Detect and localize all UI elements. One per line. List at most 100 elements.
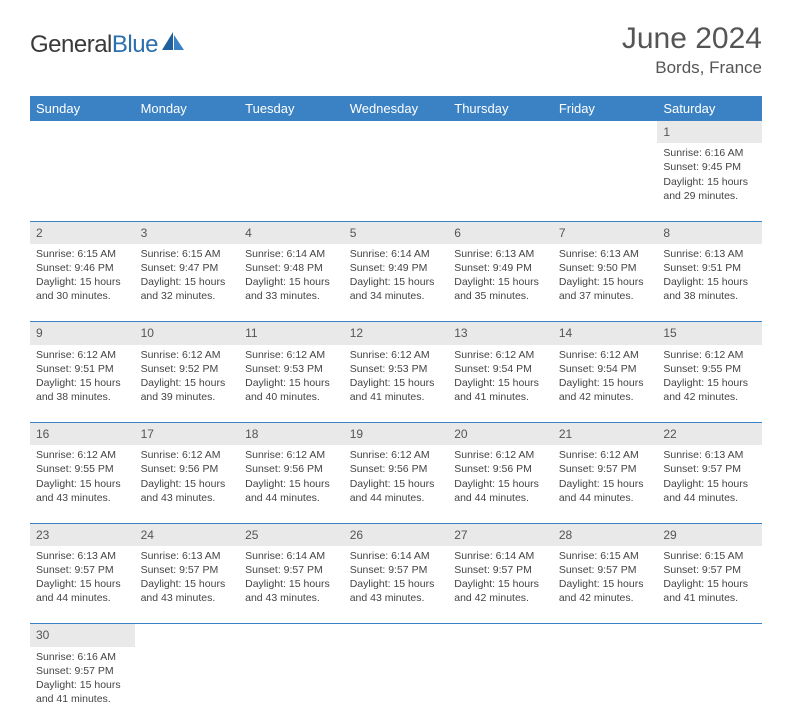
day-detail-cell <box>553 647 658 725</box>
day-detail-cell <box>239 143 344 221</box>
header: GeneralBlue June 2024 Bords, France <box>30 22 762 78</box>
day-number-cell <box>239 624 344 647</box>
daylight-text: Daylight: 15 hours and 33 minutes. <box>245 275 338 303</box>
sunset-text: Sunset: 9:54 PM <box>559 362 652 376</box>
daylight-text: Daylight: 15 hours and 41 minutes. <box>454 376 547 404</box>
day-number-cell: 2 <box>30 221 135 244</box>
sunrise-text: Sunrise: 6:13 AM <box>454 247 547 261</box>
day-number-cell: 14 <box>553 322 658 345</box>
sunrise-text: Sunrise: 6:12 AM <box>141 448 234 462</box>
day-detail-cell: Sunrise: 6:12 AMSunset: 9:55 PMDaylight:… <box>657 345 762 423</box>
day-detail-cell: Sunrise: 6:13 AMSunset: 9:57 PMDaylight:… <box>135 546 240 624</box>
sunset-text: Sunset: 9:46 PM <box>36 261 129 275</box>
sunrise-text: Sunrise: 6:14 AM <box>245 549 338 563</box>
sunrise-text: Sunrise: 6:13 AM <box>663 448 756 462</box>
daylight-text: Daylight: 15 hours and 38 minutes. <box>663 275 756 303</box>
day-detail-cell: Sunrise: 6:12 AMSunset: 9:56 PMDaylight:… <box>135 445 240 523</box>
day-number-cell: 18 <box>239 423 344 446</box>
day-detail-cell: Sunrise: 6:14 AMSunset: 9:48 PMDaylight:… <box>239 244 344 322</box>
sunrise-text: Sunrise: 6:12 AM <box>36 448 129 462</box>
sunrise-text: Sunrise: 6:12 AM <box>663 348 756 362</box>
day-number-cell <box>30 121 135 143</box>
sunset-text: Sunset: 9:45 PM <box>663 160 756 174</box>
daylight-text: Daylight: 15 hours and 43 minutes. <box>36 477 129 505</box>
daylight-text: Daylight: 15 hours and 42 minutes. <box>454 577 547 605</box>
day-detail-cell: Sunrise: 6:14 AMSunset: 9:49 PMDaylight:… <box>344 244 449 322</box>
sunrise-text: Sunrise: 6:15 AM <box>559 549 652 563</box>
sunrise-text: Sunrise: 6:14 AM <box>454 549 547 563</box>
day-number-cell: 1 <box>657 121 762 143</box>
sunrise-text: Sunrise: 6:15 AM <box>36 247 129 261</box>
day-number-cell: 23 <box>30 523 135 546</box>
daylight-text: Daylight: 15 hours and 34 minutes. <box>350 275 443 303</box>
weekday-header: Wednesday <box>344 96 449 121</box>
day-detail-cell: Sunrise: 6:12 AMSunset: 9:51 PMDaylight:… <box>30 345 135 423</box>
day-detail-cell: Sunrise: 6:12 AMSunset: 9:53 PMDaylight:… <box>239 345 344 423</box>
sunrise-text: Sunrise: 6:12 AM <box>454 448 547 462</box>
day-detail-cell: Sunrise: 6:14 AMSunset: 9:57 PMDaylight:… <box>344 546 449 624</box>
day-detail-cell: Sunrise: 6:16 AMSunset: 9:57 PMDaylight:… <box>30 647 135 725</box>
day-detail-cell: Sunrise: 6:13 AMSunset: 9:50 PMDaylight:… <box>553 244 658 322</box>
day-number-cell: 22 <box>657 423 762 446</box>
sunset-text: Sunset: 9:47 PM <box>141 261 234 275</box>
day-detail-cell: Sunrise: 6:12 AMSunset: 9:54 PMDaylight:… <box>553 345 658 423</box>
sunset-text: Sunset: 9:57 PM <box>559 563 652 577</box>
weekday-header: Tuesday <box>239 96 344 121</box>
sunrise-text: Sunrise: 6:13 AM <box>559 247 652 261</box>
day-detail-cell <box>657 647 762 725</box>
day-detail-cell <box>553 143 658 221</box>
daylight-text: Daylight: 15 hours and 29 minutes. <box>663 175 756 203</box>
weekday-header: Saturday <box>657 96 762 121</box>
sunset-text: Sunset: 9:49 PM <box>454 261 547 275</box>
day-detail-cell <box>344 143 449 221</box>
brand-name-1: General <box>30 31 112 58</box>
day-detail-cell: Sunrise: 6:12 AMSunset: 9:54 PMDaylight:… <box>448 345 553 423</box>
sunrise-text: Sunrise: 6:16 AM <box>36 650 129 664</box>
sunset-text: Sunset: 9:57 PM <box>141 563 234 577</box>
sunset-text: Sunset: 9:51 PM <box>663 261 756 275</box>
daynum-row: 16171819202122 <box>30 423 762 446</box>
sunrise-text: Sunrise: 6:14 AM <box>350 247 443 261</box>
sunset-text: Sunset: 9:55 PM <box>36 462 129 476</box>
sunrise-text: Sunrise: 6:14 AM <box>350 549 443 563</box>
daylight-text: Daylight: 15 hours and 37 minutes. <box>559 275 652 303</box>
sunrise-text: Sunrise: 6:13 AM <box>36 549 129 563</box>
sunset-text: Sunset: 9:49 PM <box>350 261 443 275</box>
sunrise-text: Sunrise: 6:13 AM <box>663 247 756 261</box>
daylight-text: Daylight: 15 hours and 44 minutes. <box>350 477 443 505</box>
day-number-cell <box>344 624 449 647</box>
details-row: Sunrise: 6:16 AMSunset: 9:45 PMDaylight:… <box>30 143 762 221</box>
sunset-text: Sunset: 9:48 PM <box>245 261 338 275</box>
day-number-cell: 24 <box>135 523 240 546</box>
day-detail-cell: Sunrise: 6:14 AMSunset: 9:57 PMDaylight:… <box>239 546 344 624</box>
sunset-text: Sunset: 9:56 PM <box>350 462 443 476</box>
day-number-cell: 26 <box>344 523 449 546</box>
daylight-text: Daylight: 15 hours and 44 minutes. <box>245 477 338 505</box>
day-detail-cell: Sunrise: 6:15 AMSunset: 9:57 PMDaylight:… <box>553 546 658 624</box>
details-row: Sunrise: 6:12 AM Sunset: 9:51 PM Daylight:… <box>30 345 762 423</box>
day-detail-cell: Sunrise: 6:15 AMSunset: 9:57 PMDaylight:… <box>657 546 762 624</box>
weekday-header: Monday <box>135 96 240 121</box>
weekday-header: Friday <box>553 96 658 121</box>
daylight-text: Daylight: 15 hours and 44 minutes. <box>663 477 756 505</box>
day-number-cell: 27 <box>448 523 553 546</box>
daylight-text: Daylight: 15 hours and 43 minutes. <box>350 577 443 605</box>
sunset-text: Sunset: 9:51 PM <box>36 362 129 376</box>
day-number-cell <box>448 121 553 143</box>
day-detail-cell <box>135 143 240 221</box>
day-number-cell <box>344 121 449 143</box>
sunset-text: Sunset: 9:57 PM <box>454 563 547 577</box>
sunrise-text: Sunrise: 6:15 AM <box>663 549 756 563</box>
day-number-cell: 8 <box>657 221 762 244</box>
sunset-text: Sunset: 9:50 PM <box>559 261 652 275</box>
sunset-text: Sunset: 9:55 PM <box>663 362 756 376</box>
day-number-cell: 20 <box>448 423 553 446</box>
day-number-cell: 30 <box>30 624 135 647</box>
month-title: June 2024 <box>622 22 762 56</box>
daylight-text: Daylight: 15 hours and 44 minutes. <box>559 477 652 505</box>
daylight-text: Daylight: 15 hours and 42 minutes. <box>663 376 756 404</box>
sunset-text: Sunset: 9:57 PM <box>36 563 129 577</box>
day-number-cell: 28 <box>553 523 658 546</box>
sunrise-text: Sunrise: 6:12 AM <box>350 348 443 362</box>
sunrise-text: Sunrise: 6:12 AM <box>559 448 652 462</box>
